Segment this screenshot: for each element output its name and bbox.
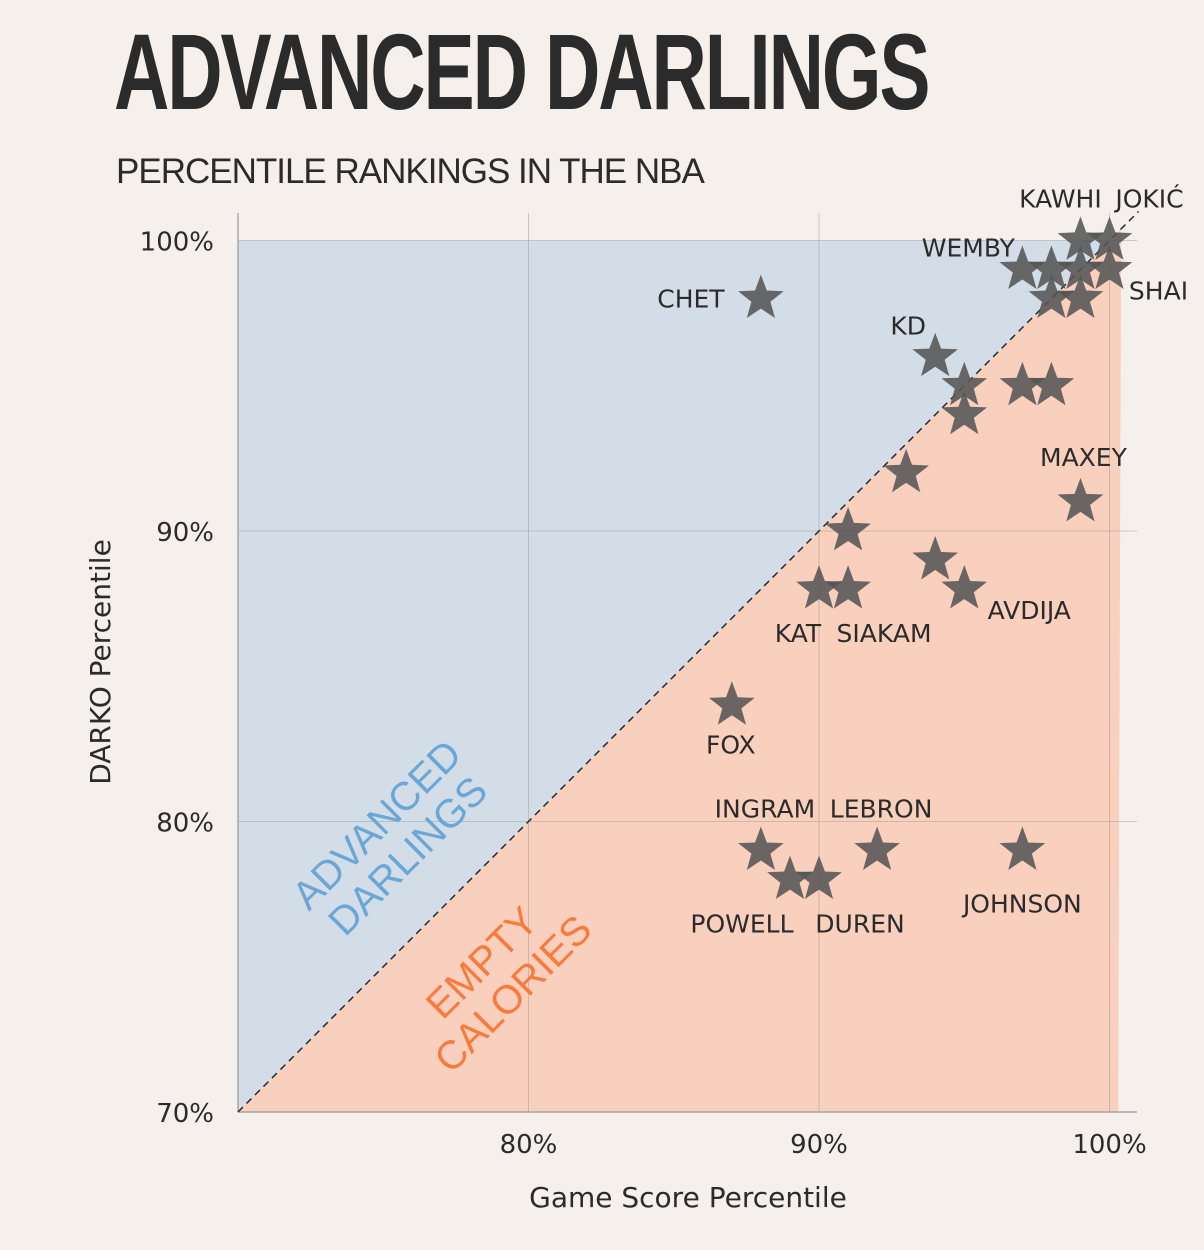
x-tick-label: 80% xyxy=(500,1130,558,1160)
point-label: POWELL xyxy=(690,910,793,939)
star-marker xyxy=(825,507,871,551)
star-marker xyxy=(796,855,842,899)
chart-title: ADVANCED DARLINGS xyxy=(114,11,931,132)
star-marker xyxy=(738,274,784,318)
star-marker xyxy=(1028,274,1075,318)
y-tick-label: 100% xyxy=(140,228,214,258)
chart-subtitle: PERCENTILE RANKINGS IN THE NBA xyxy=(116,152,705,191)
star-marker xyxy=(1086,216,1133,260)
diagonal-reference-line xyxy=(237,210,1140,1113)
star-marker xyxy=(941,361,988,406)
star-marker xyxy=(912,332,958,377)
x-tick-label: 90% xyxy=(790,1130,848,1160)
grid-lines xyxy=(238,213,1137,1113)
star-marker xyxy=(1028,245,1075,289)
point-label: CHET xyxy=(657,285,725,314)
x-tick-label: 100% xyxy=(1072,1130,1146,1160)
star-marker xyxy=(999,826,1046,870)
star-marker xyxy=(941,565,988,609)
point-label: SIAKAM xyxy=(837,619,932,648)
star-marker xyxy=(999,361,1046,406)
star-marker xyxy=(709,681,755,725)
point-label: AVDIJA xyxy=(988,596,1071,625)
point-label: KAT xyxy=(775,619,822,648)
star-marker xyxy=(738,826,784,870)
point-label: WEMBY xyxy=(922,234,1016,263)
point-label: FOX xyxy=(706,730,756,759)
y-tick-label: 80% xyxy=(156,809,214,839)
star-marker xyxy=(1028,361,1075,406)
point-label: MAXEY xyxy=(1040,443,1128,472)
point-label: LEBRON xyxy=(830,795,933,824)
point-label: KD xyxy=(890,312,926,341)
y-tick-label: 90% xyxy=(156,518,214,548)
star-marker xyxy=(912,536,958,580)
star-marker xyxy=(1057,274,1104,318)
point-label: DUREN xyxy=(815,910,904,939)
star-marker xyxy=(1057,216,1104,260)
point-label: INGRAM xyxy=(715,795,815,824)
y-tick-label: 70% xyxy=(156,1099,214,1129)
star-marker xyxy=(883,448,929,493)
star-marker xyxy=(767,855,813,899)
star-marker xyxy=(1086,245,1133,289)
x-axis-label: Game Score Percentile xyxy=(529,1181,847,1214)
axes: 80% 90% 100% 70% 80% 90% 100% xyxy=(140,210,1147,1160)
star-marker xyxy=(825,565,871,609)
y-axis-label: DARKO Percentile xyxy=(84,539,117,785)
star-marker xyxy=(1057,245,1104,289)
star-marker xyxy=(941,390,988,435)
point-label: JOHNSON xyxy=(961,890,1082,919)
star-marker xyxy=(1057,477,1104,522)
point-label: JOKIĆ xyxy=(1113,184,1183,214)
star-marker xyxy=(796,565,842,609)
point-label: SHAI xyxy=(1129,277,1188,306)
point-label: KAWHI xyxy=(1019,185,1102,214)
star-marker xyxy=(999,245,1046,289)
data-points xyxy=(709,216,1133,899)
star-marker xyxy=(854,826,900,870)
